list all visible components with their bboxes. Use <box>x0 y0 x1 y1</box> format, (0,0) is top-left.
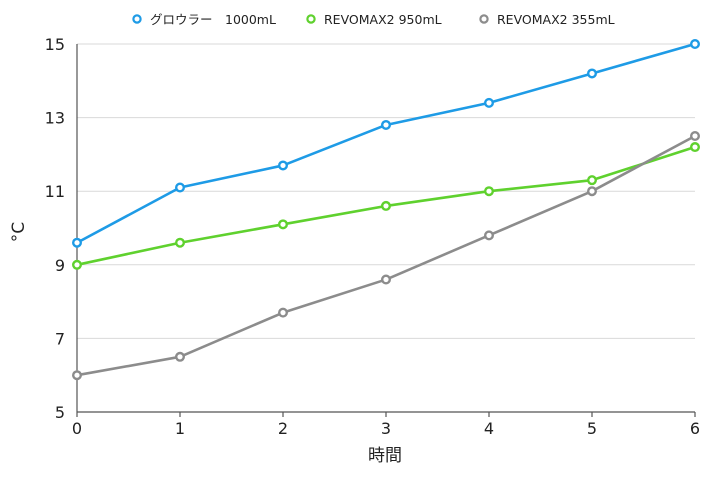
y-tick-label: 11 <box>45 182 65 201</box>
series-2 <box>71 142 701 270</box>
y-tick-label: 13 <box>45 109 65 128</box>
series-layer <box>71 39 701 381</box>
y-tick-label: 9 <box>55 256 65 275</box>
data-point <box>484 186 495 197</box>
data-point <box>71 259 82 270</box>
x-tick-label: 4 <box>484 419 494 438</box>
series-line <box>76 134 696 377</box>
series-1 <box>71 39 701 248</box>
data-point <box>71 237 82 248</box>
data-point <box>278 307 289 318</box>
data-point <box>484 97 495 108</box>
data-point <box>174 182 185 193</box>
grid-layer <box>77 43 695 339</box>
data-point <box>381 274 392 285</box>
series-3 <box>71 130 701 381</box>
data-point <box>587 175 598 186</box>
legend-label: REVOMAX2 950mL <box>324 12 442 27</box>
legend-label: グロウラー 1000mL <box>150 12 276 27</box>
x-tick-label: 3 <box>381 419 391 438</box>
y-tick-label: 5 <box>55 403 65 422</box>
legend-label: REVOMAX2 355mL <box>497 12 615 27</box>
series-line <box>76 42 696 244</box>
x-axis-title: 時間 <box>368 446 402 466</box>
data-point <box>690 130 701 141</box>
x-tick-label: 2 <box>278 419 288 438</box>
legend-item: REVOMAX2 950mL <box>306 12 442 27</box>
data-point <box>278 160 289 171</box>
y-axis-title: °C <box>9 222 29 242</box>
y-tick-label: 15 <box>45 35 65 54</box>
data-point <box>278 219 289 230</box>
legend-item: グロウラー 1000mL <box>132 12 276 27</box>
data-point <box>71 370 82 381</box>
data-point <box>174 237 185 248</box>
data-point <box>174 351 185 362</box>
x-tick-label: 5 <box>587 419 597 438</box>
legend-item: REVOMAX2 355mL <box>479 12 615 27</box>
x-tick-label: 0 <box>72 419 82 438</box>
y-tick-label: 7 <box>55 329 65 348</box>
axis-layer: 5 7 9 11 13 15 0 1 2 3 4 5 6 <box>45 35 700 438</box>
data-point <box>587 68 598 79</box>
data-point <box>381 119 392 130</box>
data-point <box>381 200 392 211</box>
x-tick-label: 6 <box>690 419 700 438</box>
data-point <box>690 142 701 153</box>
x-tick-label: 1 <box>175 419 185 438</box>
data-point <box>587 186 598 197</box>
legend-marker <box>132 14 142 24</box>
legend: グロウラー 1000mL REVOMAX2 950mL REVOMAX2 355mL <box>132 12 615 27</box>
data-point <box>690 39 701 50</box>
legend-marker <box>306 14 316 24</box>
data-point <box>484 230 495 241</box>
legend-marker <box>479 14 489 24</box>
